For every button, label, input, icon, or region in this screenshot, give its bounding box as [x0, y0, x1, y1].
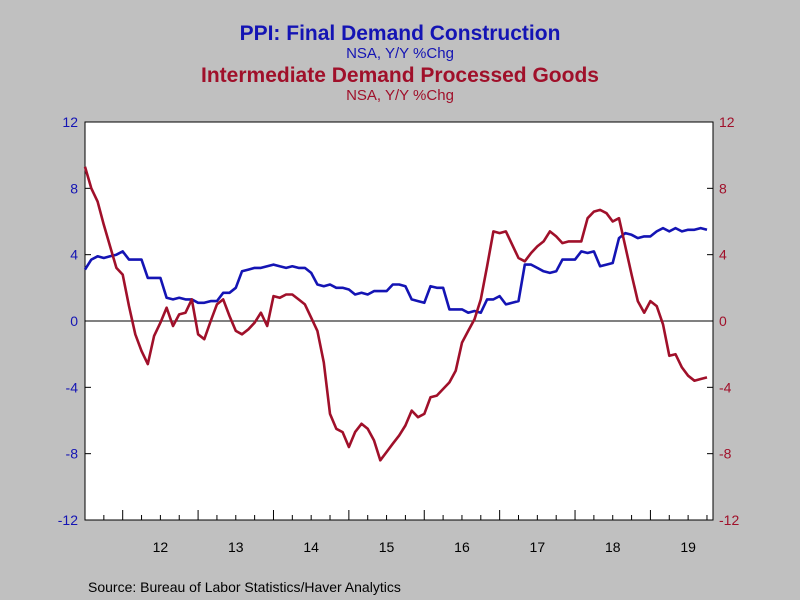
chart-title-secondary: Intermediate Demand Processed Goods [201, 64, 599, 87]
y-right-tick-label-3: 0 [719, 313, 727, 329]
chart-title-subtitle: NSA, Y/Y %Chg [346, 45, 454, 62]
x-tick-label-17: 17 [530, 539, 546, 555]
y-right-tick-label-1: 8 [719, 180, 727, 196]
source-note: Source: Bureau of Labor Statistics/Haver… [88, 579, 401, 595]
series-line-processed-goods [83, 166, 708, 462]
x-tick-label-18: 18 [605, 539, 621, 555]
y-right-tick-label-4: -4 [719, 379, 732, 395]
y-right-tick-label-0: 12 [719, 114, 735, 130]
x-tick-label-19: 19 [680, 539, 696, 555]
y-left-tick-label-4: -4 [66, 379, 79, 395]
y-left-tick-label-5: -8 [66, 446, 79, 462]
x-tick-label-12: 12 [153, 539, 169, 555]
y-right-tick-label-2: 4 [719, 247, 727, 263]
chart-title-secondary-subtitle: NSA, Y/Y %Chg [346, 87, 454, 104]
axes-layer: 12 8 4 0 -4 -8 -12 12 8 4 0 -4 -8 -12 12 13 14 15 16 17 18 19 [58, 114, 740, 555]
x-tick-label-14: 14 [303, 539, 319, 555]
series-layer [83, 166, 708, 462]
x-tick-label-16: 16 [454, 539, 470, 555]
y-left-tick-label-6: -12 [58, 512, 78, 528]
chart-title: PPI: Final Demand Construction [240, 22, 561, 45]
y-left-tick-label-2: 4 [70, 247, 78, 263]
x-tick-label-15: 15 [379, 539, 395, 555]
y-right-tick-label-5: -8 [719, 446, 732, 462]
x-tick-label-13: 13 [228, 539, 244, 555]
y-right-tick-label-6: -12 [719, 512, 739, 528]
y-left-tick-label-0: 12 [62, 114, 78, 130]
series-line-final-demand-construction [83, 226, 708, 315]
y-left-tick-label-3: 0 [70, 313, 78, 329]
y-left-tick-label-1: 8 [70, 180, 78, 196]
